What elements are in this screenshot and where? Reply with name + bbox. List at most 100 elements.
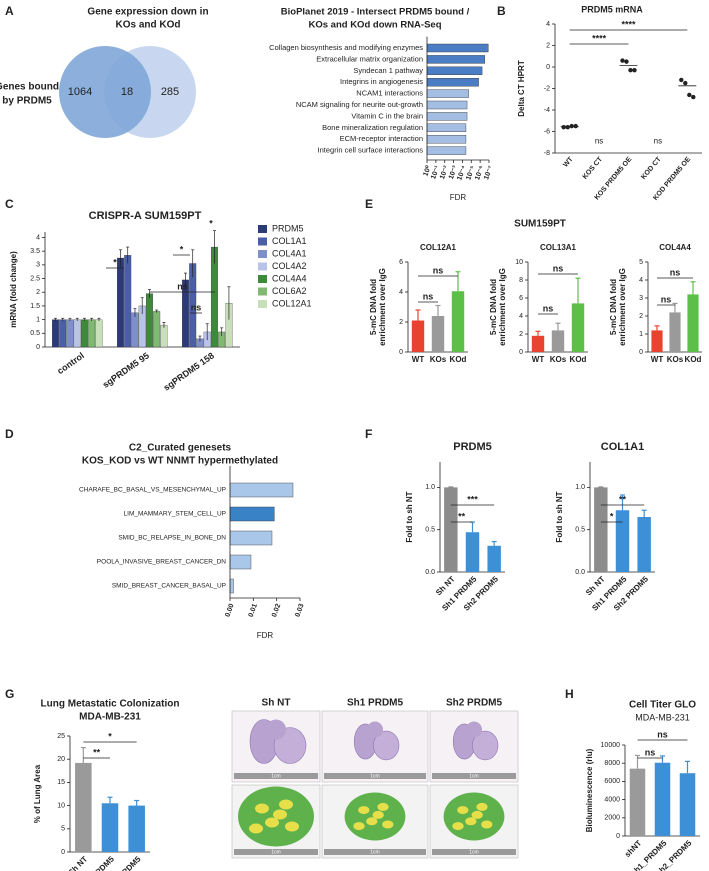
y-tick-label: 0 [61,849,65,856]
y-tick-label: 10 [515,259,523,266]
significance-label: ** [93,747,101,757]
tumor-area [285,821,299,832]
x-tick-label: WT [532,355,545,364]
bar [160,324,168,348]
y-tick-label: 8 [519,277,523,284]
tumor-area [382,820,394,829]
bar [451,291,465,352]
bar [73,319,81,348]
y-axis-label: enrichment over IgG [378,268,387,346]
scale-bar [234,773,318,779]
bar [444,487,458,572]
y-tick-label: 8000 [604,760,620,767]
legend-label: COL4A2 [272,261,307,271]
y-axis-label: 5-mC DNA fold [609,279,618,335]
tissue [373,730,400,761]
y-tick-label: 10 [57,802,65,809]
y-axis-label: 5-mC DNA fold [369,279,378,335]
y-tick-label: 20 [57,756,65,763]
y-tick-label: 0 [639,349,643,356]
significance-label: ns [191,302,202,312]
bar [95,319,103,348]
bar [571,303,585,352]
bar [229,554,252,570]
y-tick-label: 0 [399,349,403,356]
y-axis-label: Delta CT HPRT [517,60,526,117]
y-tick-label: 2000 [604,815,620,822]
y-tick-label: 1 [36,316,40,323]
y-tick-label: 3 [639,295,643,302]
y-tick-label: -8 [544,150,550,157]
significance-label: * [180,244,184,254]
tumor-area [481,820,493,829]
y-tick-label: 5 [639,259,643,266]
significance-label: **** [592,33,607,43]
data-point [632,68,637,73]
y-axis-label: Fold to sh NT [405,491,414,542]
significance-label: ns [645,747,656,757]
tumor-area [273,809,287,820]
bar [637,517,651,572]
set-label: Genes bound [0,82,59,93]
bar [52,319,59,348]
category-label: LIM_MAMMARY_STEM_CELL_UP [124,511,226,518]
panel-letter: F [365,427,372,441]
data-point [624,59,629,64]
scale-label: 1cm [469,849,478,855]
y-tick-label: 0 [36,344,40,351]
significance-label: ns [433,265,444,275]
y-tick-label: 3.5 [30,248,40,255]
panel-letter: G [5,687,14,701]
x-tick-label: shNT [623,838,644,859]
panel-letter: B [497,4,506,18]
significance-label: * [113,257,117,267]
chart-title: COL12A1 [420,243,457,252]
bar [615,510,630,572]
legend-label: PRDM5 [272,223,304,233]
scale-label: 1cm [271,849,280,855]
legend-label: COL4A1 [272,248,307,258]
chart-title: PRDM5 [453,441,492,453]
y-axis-label: mRNA (fold change) [9,251,18,328]
significance-label: ** [458,511,466,521]
legend-swatch [258,225,267,233]
y-tick-label: 2 [639,313,643,320]
tissue [466,721,482,738]
y-tick-label: 4 [519,313,523,320]
tumor-area [255,803,269,814]
tissue [367,721,383,738]
x-tick-label: 0.01 [248,603,259,618]
chart-title: COL4A4 [659,243,691,252]
bar [687,294,699,352]
tumor-area [452,822,464,831]
bar [229,482,294,498]
legend-swatch [258,250,267,258]
bar [88,319,96,348]
set-label: Gene expression down in [87,7,208,18]
significance-label: * [209,218,213,228]
y-tick-label: 2 [519,331,523,338]
x-tick-label: 0.03 [294,603,305,618]
bar [426,134,467,144]
tumor-area [358,806,370,815]
y-tick-label: 2.5 [30,275,40,282]
y-tick-label: 4 [639,277,643,284]
bar [629,768,646,836]
bar [426,100,468,110]
x-tick-label: 10⁻² [439,164,451,180]
y-tick-label: 0.5 [575,527,585,534]
y-tick-label: 0.5 [30,330,40,337]
x-tick-label: 10⁻⁶ [474,165,486,181]
bar [229,578,234,594]
tumor-area [457,806,469,815]
bar [551,330,565,352]
tumor-area [377,802,389,811]
scale-bar [432,849,516,855]
x-tick-label: 10⁻⁵ [465,165,477,181]
category-label: NCAM signaling for neurite out-growth [296,100,423,109]
bar [431,316,445,352]
bar [131,312,139,348]
x-tick-label: 0.00 [224,603,235,618]
bar [66,319,74,348]
chart-title: PRDM5 mRNA [581,4,643,14]
